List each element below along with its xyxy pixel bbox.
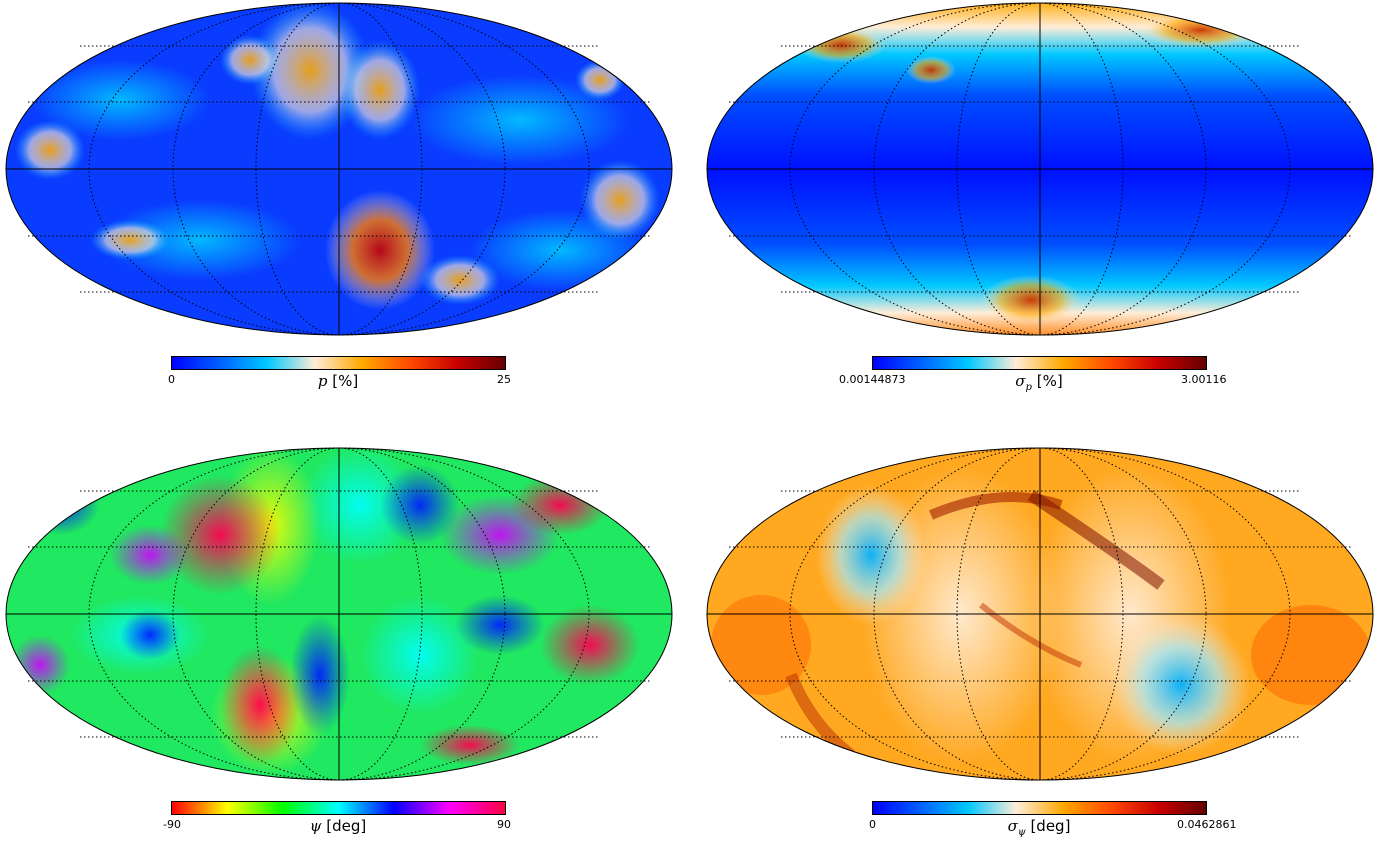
- colorbar-min-label: 0.00144873: [839, 373, 906, 386]
- colorbar-min-label: 0: [168, 373, 175, 386]
- colorbar-max-label: 90: [497, 818, 511, 831]
- colorbar-psi: [171, 801, 506, 815]
- colorbar-title: ψ [deg]: [309, 817, 367, 835]
- map-panel-p: 0 25 p [%]: [0, 0, 680, 420]
- colorbar-title: p [%]: [317, 372, 359, 390]
- mollweide-map-p: [5, 2, 673, 336]
- colorbar-max-label: 3.00116: [1181, 373, 1227, 386]
- mollweide-map-sigma-psi: [706, 447, 1374, 781]
- map-panel-sigma-p: 0.00144873 3.00116 σp [%]: [701, 0, 1381, 420]
- colorbar-max-label: 0.0462861: [1177, 818, 1237, 831]
- colorbar-p: [171, 356, 506, 370]
- mollweide-map-sigma-p: [706, 2, 1374, 336]
- colorbar-title: σψ [deg]: [1007, 817, 1071, 838]
- map-panel-psi: -90 90 ψ [deg]: [0, 445, 680, 865]
- map-panel-sigma-psi: 0 0.0462861 σψ [deg]: [701, 445, 1381, 865]
- colorbar-max-label: 25: [497, 373, 511, 386]
- colorbar-sigma-p: [872, 356, 1207, 370]
- colorbar-title: σp [%]: [1015, 372, 1063, 393]
- colorbar-min-label: 0: [869, 818, 876, 831]
- colorbar-min-label: -90: [163, 818, 181, 831]
- colorbar-sigma-psi: [872, 801, 1207, 815]
- mollweide-map-psi: [5, 447, 673, 781]
